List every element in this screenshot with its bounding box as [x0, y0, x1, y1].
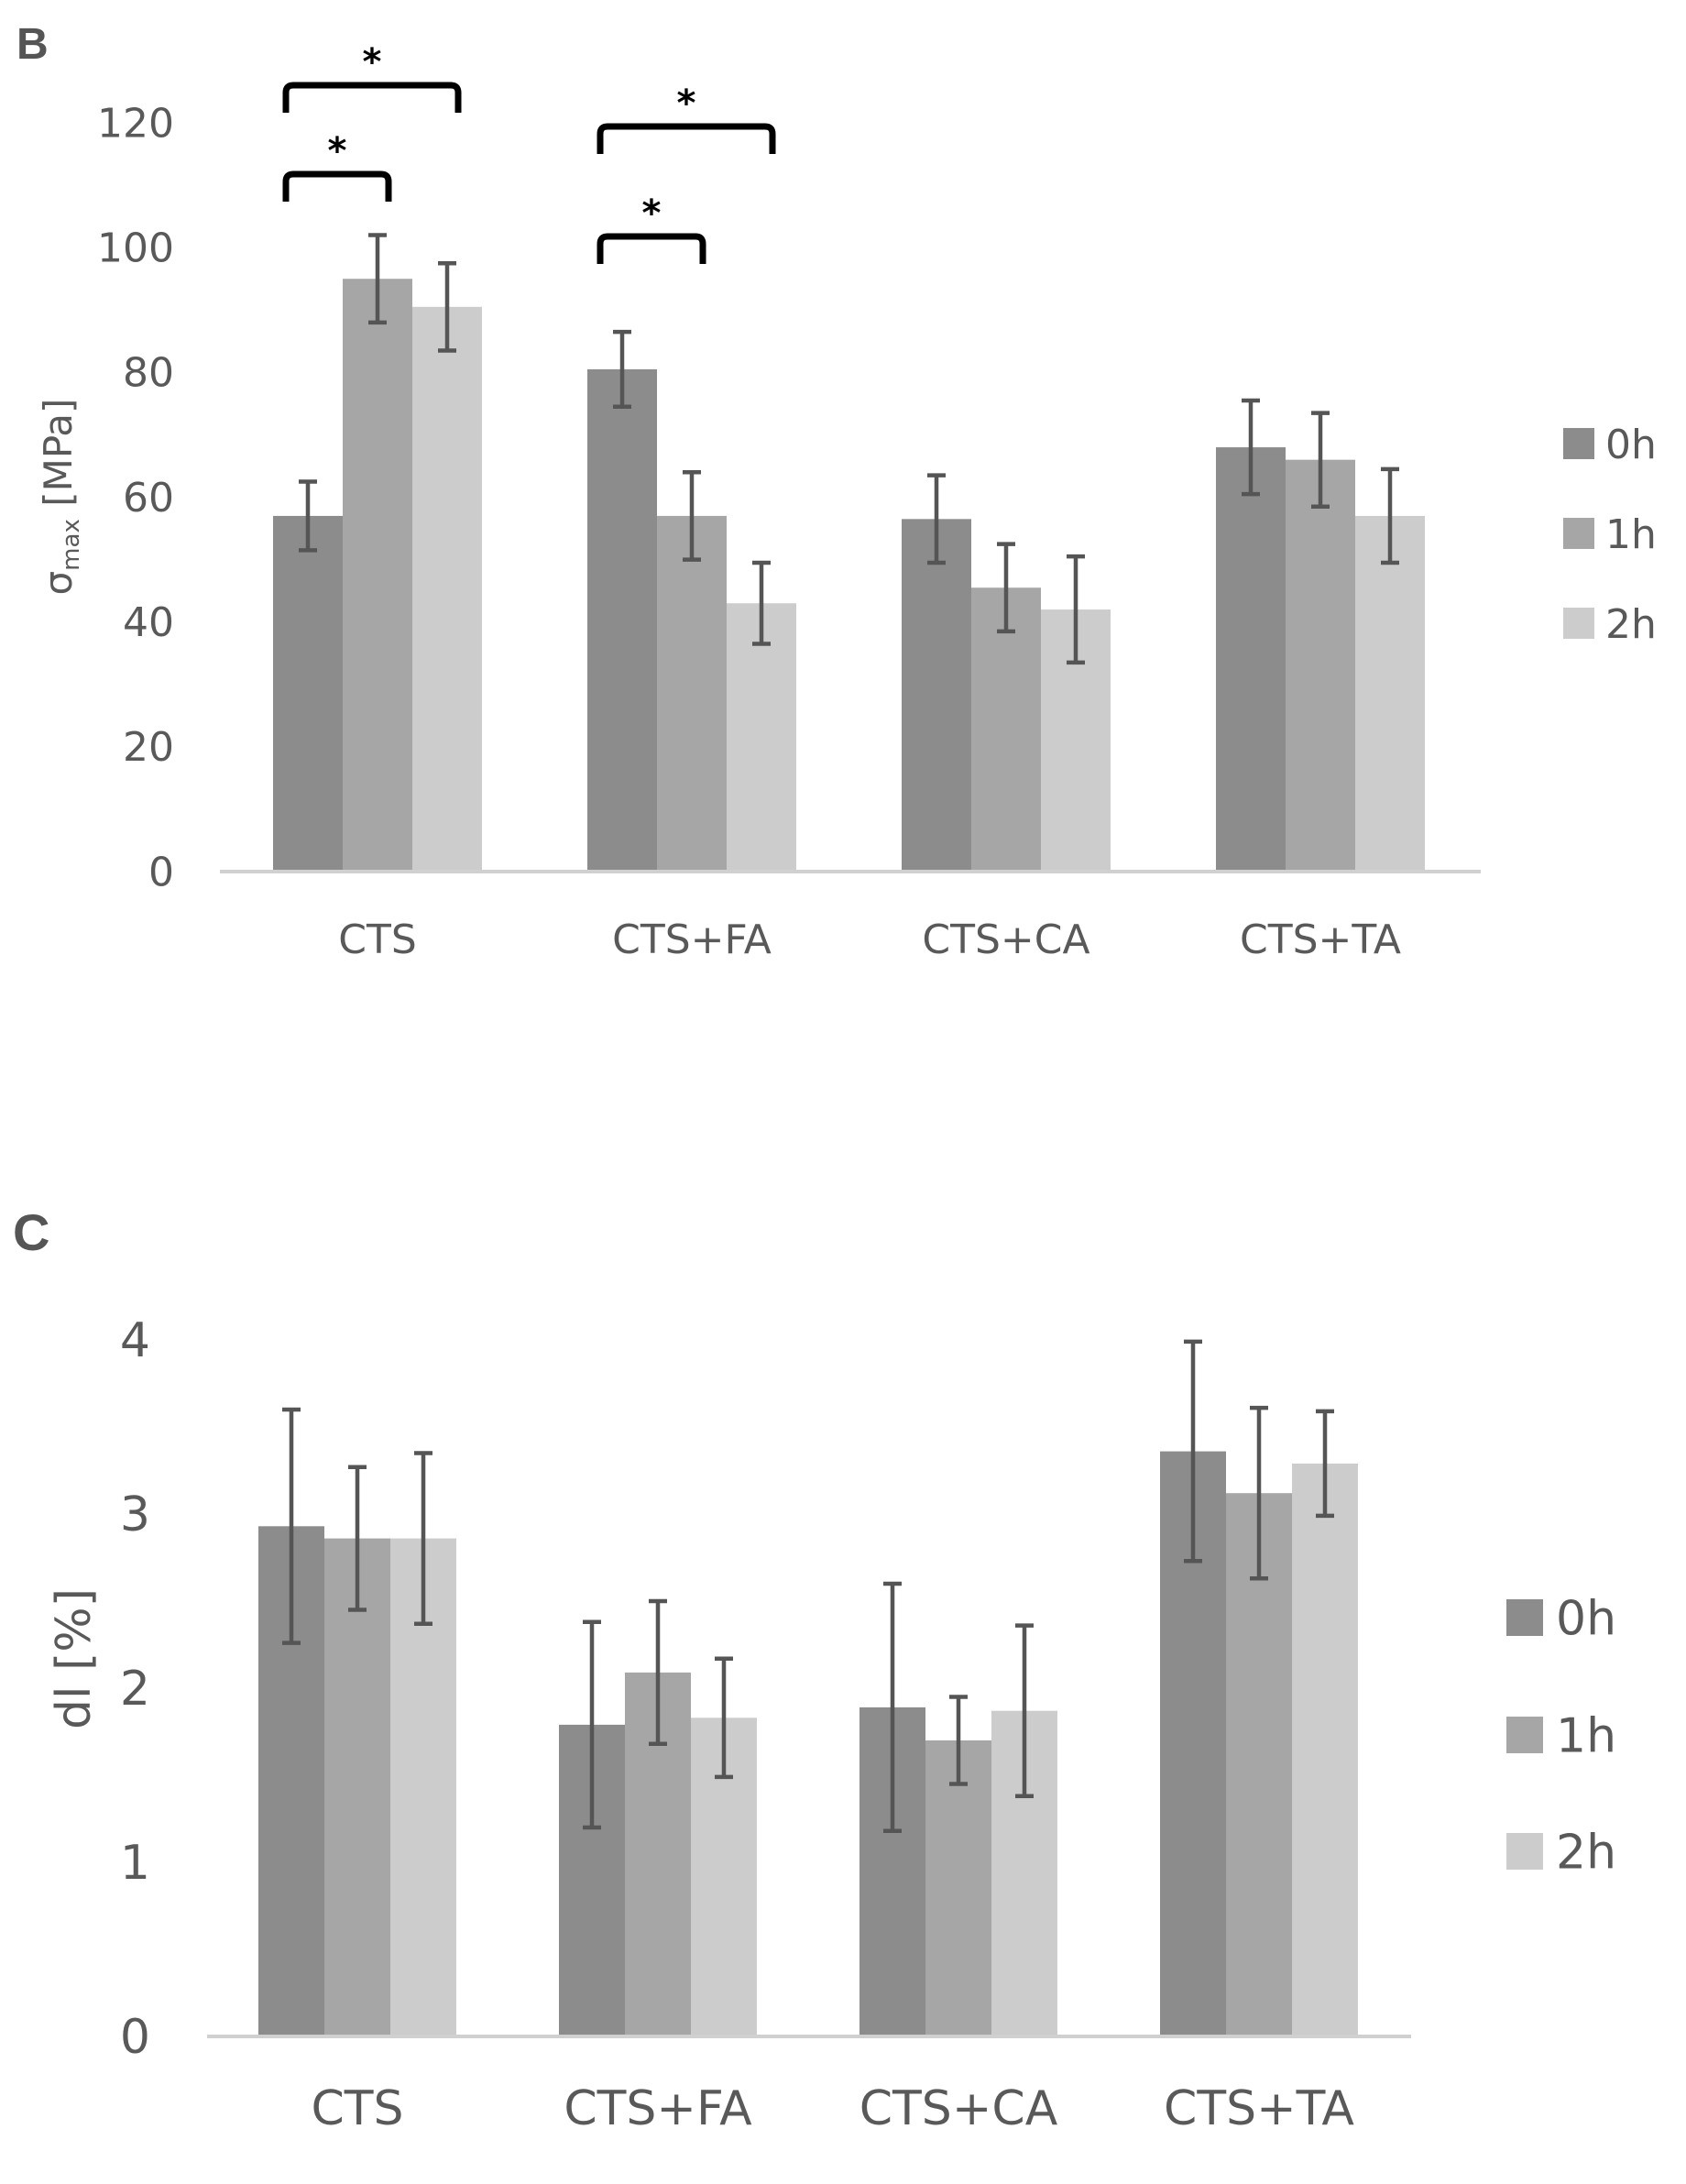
legend-label-0h: 0h: [1605, 422, 1657, 468]
significance-bracket-CTS-0h-vs-2h: [282, 82, 462, 113]
y-tick-label-100: 100: [97, 225, 174, 272]
bar-CTS+FA-2h: [727, 603, 796, 872]
y-tick-label-0: 0: [120, 2010, 150, 2065]
y-axis-title-subscript: max: [58, 519, 85, 571]
y-axis-title: dl [%]: [47, 1588, 102, 1729]
significance-bracket-CTS+FA-0h-vs-1h: [597, 233, 706, 264]
legend-label-1h: 1h: [1605, 511, 1657, 558]
y-tick-label-40: 40: [123, 599, 174, 646]
bar-CTS-1h: [324, 1538, 390, 2036]
bar-CTS+TA-2h: [1355, 515, 1425, 872]
bar-CTS+TA-1h: [1286, 459, 1355, 872]
legend-swatch-0h: [1563, 428, 1594, 459]
y-tick-label-80: 80: [123, 350, 174, 397]
legend-label-2h: 2h: [1556, 1826, 1616, 1881]
significance-star-CTS-0h-vs-2h: *: [363, 41, 382, 83]
legend-label-1h: 1h: [1556, 1709, 1616, 1764]
bar-CTS+CA-1h: [971, 587, 1041, 872]
chart-c: 0 1 2 3 4 CTS CTS+FA CTS+CA CTS+TA 0h 1h 2h dl [%]: [47, 1313, 1616, 2136]
bar-CTS+FA-0h: [587, 368, 657, 872]
y-axis-title-unit: [MPa]: [36, 399, 81, 520]
y-tick-label-4: 4: [120, 1313, 150, 1368]
legend-label-2h: 2h: [1605, 601, 1657, 648]
significance-star-CTS-0h-vs-1h: *: [328, 130, 347, 172]
legend-swatch-2h: [1506, 1833, 1543, 1870]
legend-swatch-1h: [1563, 518, 1594, 549]
legend-swatch-0h: [1506, 1599, 1543, 1636]
y-tick-label-120: 120: [97, 100, 174, 147]
category-label-CTS+TA: CTS+TA: [1164, 2081, 1354, 2136]
y-tick-label-60: 60: [123, 475, 174, 521]
significance-bracket-CTS+FA-0h-vs-2h: [597, 123, 776, 154]
legend-swatch-2h: [1563, 608, 1594, 639]
significance-bracket-CTS-0h-vs-1h: [282, 170, 392, 202]
bar-CTS-0h: [273, 515, 343, 872]
y-tick-label-3: 3: [120, 1487, 150, 1542]
bar-CTS+TA-1h: [1226, 1493, 1292, 2036]
legend-swatch-1h: [1506, 1717, 1543, 1753]
significance-star-CTS+FA-0h-vs-2h: *: [677, 82, 696, 125]
category-label-CTS+CA: CTS+CA: [859, 2081, 1058, 2136]
y-axis-title-symbol: σ: [36, 571, 81, 596]
category-label-CTS+FA: CTS+FA: [564, 2081, 752, 2136]
bar-CTS+CA-0h: [902, 519, 971, 872]
panel-b-label: B: [16, 20, 49, 69]
bar-CTS+TA-0h: [1216, 447, 1286, 872]
legend-label-0h: 0h: [1556, 1592, 1616, 1647]
bar-CTS-2h: [412, 306, 482, 872]
bar-CTS-1h: [343, 279, 412, 872]
category-label-CTS: CTS: [338, 916, 417, 963]
bar-CTS+CA-1h: [925, 1740, 991, 2036]
significance-star-CTS+FA-0h-vs-1h: *: [642, 192, 662, 235]
y-tick-label-20: 20: [123, 724, 174, 771]
category-label-CTS: CTS: [311, 2081, 403, 2136]
y-tick-label-1: 1: [120, 1836, 150, 1891]
category-label-CTS+FA: CTS+FA: [612, 916, 772, 963]
y-tick-label-0: 0: [148, 849, 174, 895]
bar-CTS+TA-2h: [1292, 1463, 1358, 2036]
chart-b: 0 20 40 60 80 100 120 CTS CTS+FA CTS+CA CTS+TA 0h 1h…: [36, 41, 1657, 963]
panel-c-label: C: [13, 1203, 49, 1261]
category-label-CTS+CA: CTS+CA: [922, 916, 1089, 963]
y-axis-title: σmax [MPa]: [36, 399, 85, 596]
category-label-CTS+TA: CTS+TA: [1240, 916, 1401, 963]
bar-CTS+FA-1h: [657, 515, 727, 872]
y-tick-label-2: 2: [120, 1662, 150, 1717]
